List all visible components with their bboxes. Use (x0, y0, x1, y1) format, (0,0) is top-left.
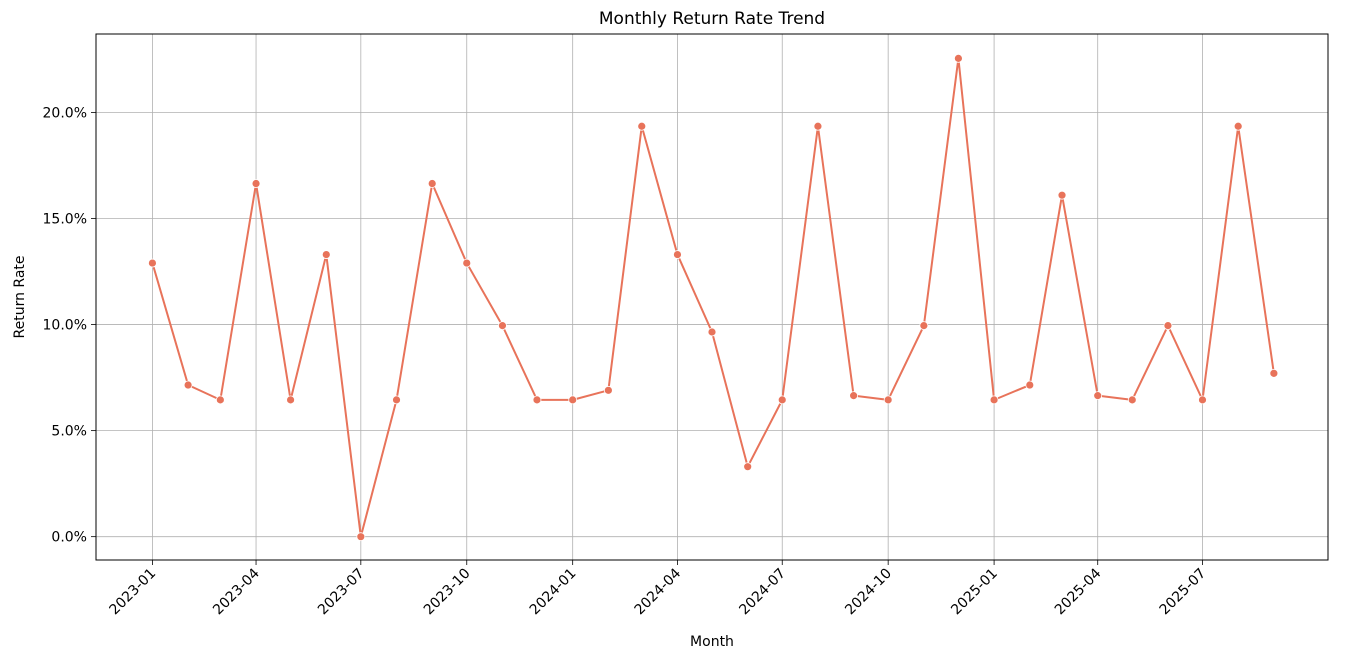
data-point (532, 395, 542, 405)
y-tick-label: 0.0% (51, 530, 87, 546)
grid (96, 34, 1328, 560)
data-point (673, 250, 682, 259)
x-tick-label: 2024-10 (842, 566, 895, 619)
data-point (1198, 395, 1207, 405)
y-tick-label: 10.0% (43, 318, 87, 334)
data-point (392, 395, 401, 405)
data-point (989, 395, 999, 405)
data-point (321, 250, 331, 259)
x-tick-label: 2023-10 (421, 566, 474, 619)
data-point (1127, 395, 1137, 405)
plot-area-frame (95, 33, 1329, 561)
data-point (919, 321, 929, 331)
series-line (151, 57, 1275, 538)
y-axis-label: Return Rate (12, 255, 28, 338)
x-tick-label: 2023-01 (107, 566, 160, 619)
series-return-rate (148, 53, 1279, 542)
chart-title: Monthly Return Rate Trend (599, 9, 825, 29)
data-point (148, 258, 157, 268)
data-point (286, 395, 295, 405)
data-point (215, 395, 225, 405)
data-point (1163, 321, 1173, 331)
y-axis: 0.0% 5.0% 10.0% 15.0% 20.0% (43, 105, 96, 546)
data-point (849, 391, 859, 401)
x-tick-label: 2025-07 (1157, 566, 1210, 619)
y-tick-label: 15.0% (43, 212, 87, 228)
y-tick-label: 20.0% (43, 105, 87, 121)
data-point (883, 395, 893, 405)
y-tick-label: 5.0% (51, 424, 87, 440)
data-point (356, 532, 366, 542)
data-point (1025, 380, 1035, 390)
x-tick-label: 2024-07 (736, 566, 789, 619)
data-point (183, 380, 193, 390)
data-point (1233, 121, 1243, 131)
data-point (603, 385, 613, 395)
data-point (251, 179, 261, 188)
data-point (462, 258, 472, 268)
data-point (637, 121, 647, 131)
x-axis-label: Month (690, 634, 734, 650)
x-tick-label: 2025-04 (1052, 565, 1105, 618)
x-tick-label: 2024-01 (527, 566, 580, 619)
data-point (1057, 190, 1067, 200)
data-point (707, 327, 717, 337)
data-point (813, 121, 823, 131)
x-axis: 2023-01 2023-04 2023-07 2023-10 2024-01 2024-… (107, 560, 1210, 619)
x-tick-label: 2023-07 (315, 566, 368, 619)
data-point (568, 395, 578, 405)
data-point (743, 462, 753, 472)
x-tick-label: 2025-01 (948, 566, 1001, 619)
data-point (1093, 391, 1103, 401)
x-tick-label: 2024-04 (632, 565, 685, 618)
data-point (954, 53, 963, 63)
x-tick-label: 2023-04 (210, 565, 263, 618)
data-point (777, 395, 787, 405)
data-point (427, 179, 437, 188)
data-point (498, 321, 507, 331)
data-point (1269, 368, 1279, 378)
